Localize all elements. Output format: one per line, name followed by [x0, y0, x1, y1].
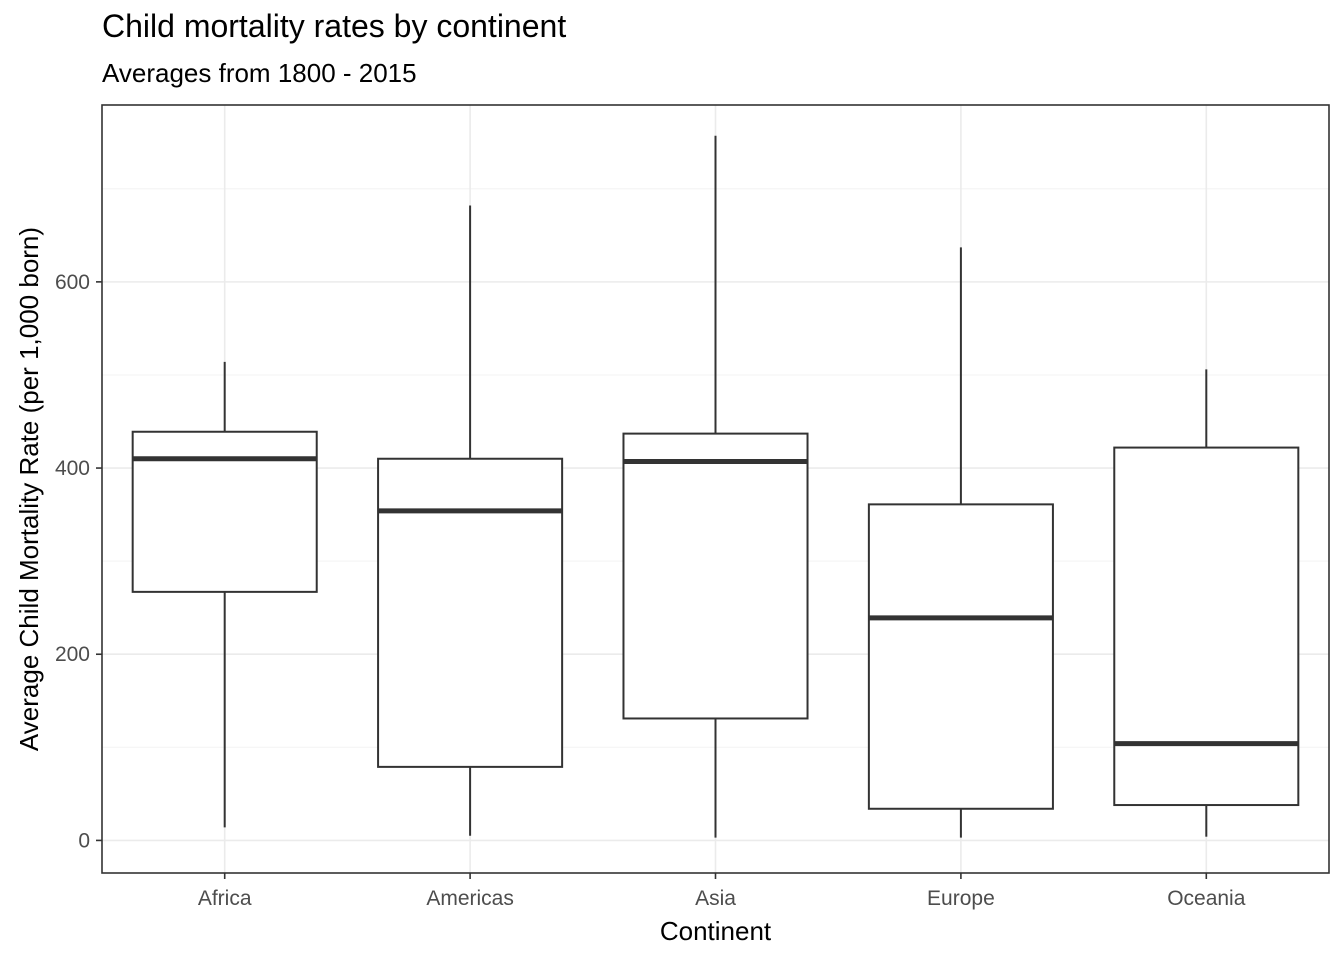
- y-axis-title: Average Child Mortality Rate (per 1,000 …: [14, 227, 44, 751]
- box-africa: [131, 361, 318, 828]
- chart-title: Child mortality rates by continent: [102, 8, 567, 44]
- boxes: [131, 135, 1300, 838]
- y-tick-label: 0: [78, 829, 90, 852]
- x-tick-label: Asia: [695, 887, 736, 910]
- x-tick-label: Europe: [927, 887, 995, 910]
- x-axis-title: Continent: [660, 916, 772, 946]
- y-tick-label: 600: [55, 271, 90, 294]
- x-tick-label: Oceania: [1167, 887, 1246, 910]
- y-tick-label: 400: [55, 457, 90, 480]
- iqr-box: [622, 432, 809, 720]
- y-tick-label: 200: [55, 643, 90, 666]
- x-tick-label: Americas: [426, 887, 514, 910]
- iqr-box: [131, 430, 318, 593]
- box-americas: [377, 205, 564, 836]
- axis-ticks: 0 200 400 600 Africa Americas Asia Europe Oceani…: [55, 271, 1246, 910]
- box-asia: [622, 135, 809, 838]
- box-europe: [867, 247, 1054, 838]
- chart-subtitle: Averages from 1800 - 2015: [102, 58, 417, 88]
- iqr-box: [867, 503, 1054, 810]
- iqr-box: [1113, 446, 1300, 807]
- x-tick-label: Africa: [198, 887, 252, 910]
- box-oceania: [1113, 369, 1300, 837]
- iqr-box: [377, 457, 564, 768]
